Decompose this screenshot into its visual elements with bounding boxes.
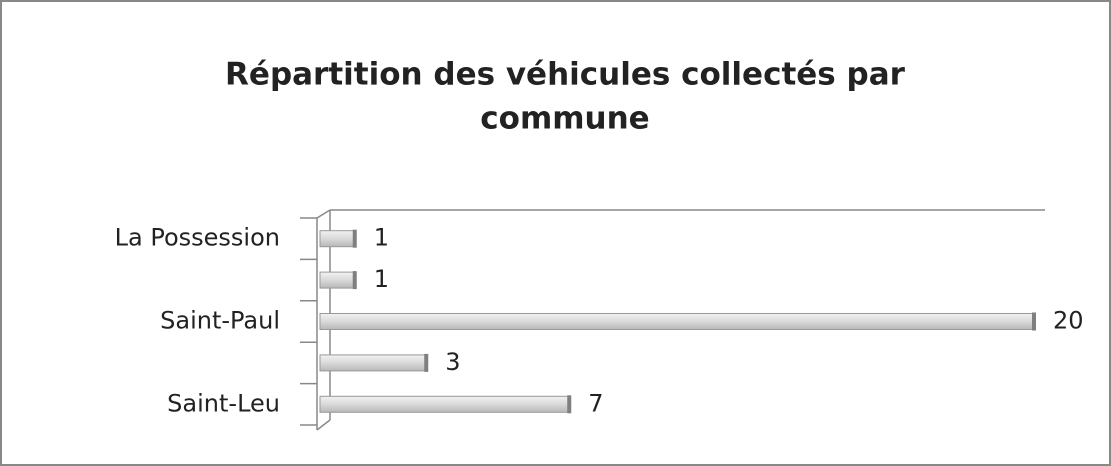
data-label: 20 [1053,307,1084,335]
bar [319,395,571,413]
chart-title-line1: Répartition des véhicules collectés par [225,57,906,93]
category-label: La Possession [115,224,280,252]
bar [319,313,1036,330]
axis-top-edge [316,209,331,219]
data-label: 1 [374,224,389,252]
bar-end-cap [352,229,357,248]
data-label: 3 [445,348,460,376]
bar-end-cap [424,353,429,372]
bar [319,354,428,372]
bar [319,230,357,248]
bar-end-cap [1032,312,1036,331]
data-label: 7 [588,389,603,417]
bar-end-cap [352,271,357,290]
bar-end-cap [567,395,572,414]
data-label: 1 [374,265,389,293]
category-label: Saint-Leu [167,389,280,417]
chart-title-line2: commune [480,101,649,137]
floor-edge [316,419,331,431]
bar [319,271,357,289]
category-label: Saint-Paul [160,307,280,335]
